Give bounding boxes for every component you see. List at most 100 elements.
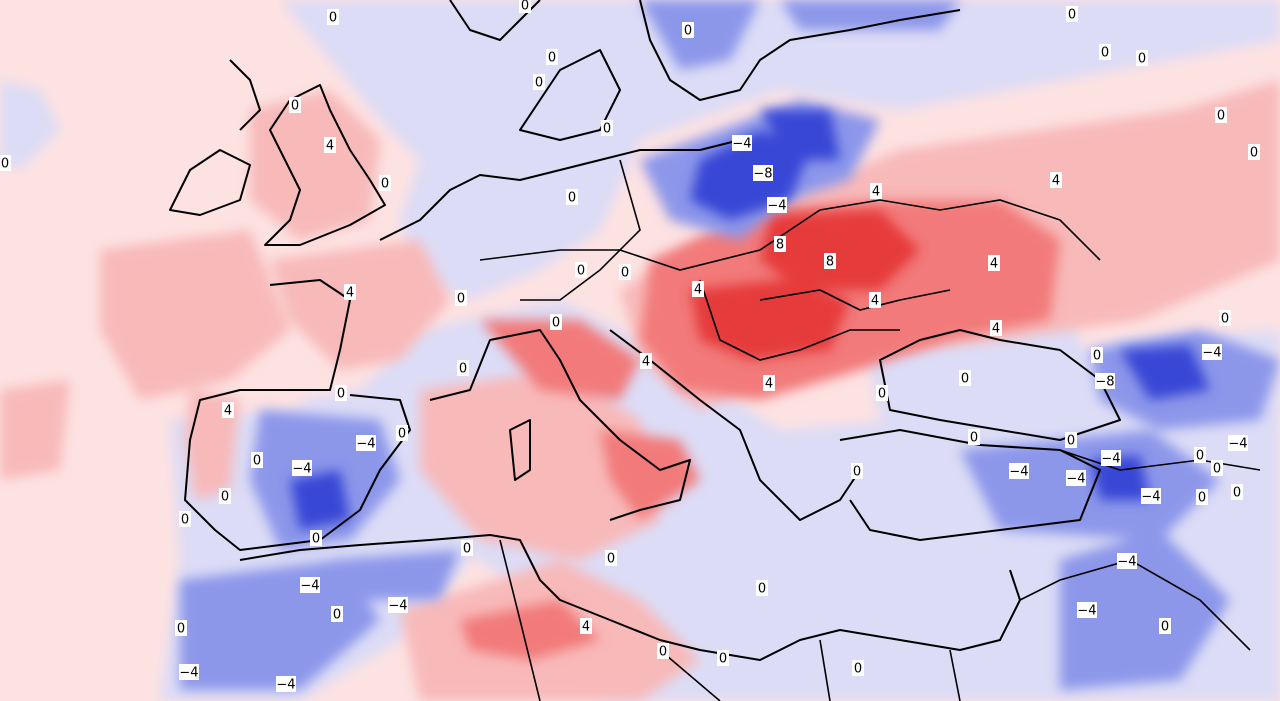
- label-text: 0: [521, 0, 529, 14]
- contour-label: 4: [580, 618, 592, 635]
- label-text: −4: [1228, 437, 1247, 452]
- label-box: [1196, 489, 1208, 505]
- label-box: [327, 9, 339, 25]
- label-text: 0: [970, 431, 978, 446]
- label-text: 0: [854, 662, 862, 677]
- label-box: [292, 460, 312, 476]
- label-text: 0: [548, 51, 556, 66]
- contour-label: 0: [289, 97, 301, 114]
- label-box: [869, 292, 881, 308]
- label-text: 0: [853, 465, 861, 480]
- contour-label: 0: [682, 22, 694, 39]
- label-box: [289, 97, 301, 113]
- label-text: 0: [552, 316, 560, 331]
- contour-label: −8: [1095, 373, 1115, 390]
- label-text: −4: [1066, 472, 1085, 487]
- contour-label: 0: [1215, 107, 1227, 124]
- label-box: [851, 463, 863, 479]
- label-box: [1211, 460, 1223, 476]
- label-box: [1231, 484, 1243, 500]
- label-box: [1066, 6, 1078, 22]
- contour-label: 0: [1066, 6, 1078, 23]
- label-box: [852, 660, 864, 676]
- label-box: [457, 360, 469, 376]
- label-text: 0: [312, 532, 320, 547]
- label-box: [379, 175, 391, 191]
- label-box: [1202, 344, 1222, 360]
- label-text: 0: [181, 513, 189, 528]
- contour-label: 0: [575, 262, 587, 279]
- borders: [479, 159, 1261, 701]
- label-text: 0: [381, 177, 389, 192]
- contour-label: 4: [869, 292, 881, 309]
- label-box: [344, 284, 356, 300]
- label-text: 0: [337, 387, 345, 402]
- contour-label: −4: [1077, 602, 1097, 619]
- label-text: 0: [398, 427, 406, 442]
- contour-label: 0: [1248, 144, 1260, 161]
- label-text: 0: [1093, 349, 1101, 364]
- contour-label: 0: [851, 463, 863, 480]
- label-box: [222, 402, 234, 418]
- contour-label: 0: [876, 385, 888, 402]
- contour-label: 0: [605, 550, 617, 567]
- label-box: [331, 606, 343, 622]
- label-box: [876, 385, 888, 401]
- contour-label: 0: [533, 74, 545, 91]
- label-text: 0: [329, 11, 337, 26]
- label-box: [1194, 447, 1206, 463]
- label-box: [1065, 432, 1077, 448]
- label-box: [335, 385, 347, 401]
- dark-red-regions: [690, 210, 920, 360]
- contour-label: 4: [990, 320, 1002, 337]
- contour-label: 0: [396, 425, 408, 442]
- contour-label: 0: [1091, 347, 1103, 364]
- label-text: 0: [1250, 146, 1258, 161]
- label-box: [657, 643, 669, 659]
- label-text: 0: [1138, 52, 1146, 67]
- label-text: −4: [1117, 555, 1136, 570]
- contour-label: 0: [1211, 460, 1223, 477]
- contour-label: 0: [968, 429, 980, 446]
- contour-label: 4: [640, 353, 652, 370]
- contour-label: 0: [1231, 484, 1243, 501]
- label-box: [1101, 450, 1121, 466]
- label-box: [175, 620, 187, 636]
- label-text: −4: [276, 678, 295, 693]
- label-box: [1099, 44, 1111, 60]
- contour-label: 0: [546, 49, 558, 66]
- label-box: [1219, 310, 1231, 326]
- label-box: [988, 255, 1000, 271]
- contour-label: 0: [1065, 432, 1077, 449]
- contour-label: −4: [276, 676, 296, 693]
- contour-label: 0: [461, 540, 473, 557]
- contour-label: 4: [692, 281, 704, 298]
- label-text: −4: [388, 599, 407, 614]
- label-box: [1077, 602, 1097, 618]
- label-text: 0: [1233, 486, 1241, 501]
- label-text: 0: [878, 387, 886, 402]
- label-text: 0: [607, 552, 615, 567]
- label-text: 4: [871, 294, 879, 309]
- label-box: [619, 264, 631, 280]
- contour-label: 0: [717, 650, 729, 667]
- label-text: 0: [1101, 46, 1109, 61]
- label-text: 4: [992, 322, 1000, 337]
- label-text: 4: [872, 185, 880, 200]
- label-text: −4: [1141, 490, 1160, 505]
- contour-label: 0: [455, 290, 467, 307]
- contour-label: −4: [1101, 450, 1121, 467]
- label-box: [575, 262, 587, 278]
- label-box: [1117, 553, 1137, 569]
- label-text: 0: [1, 157, 9, 172]
- contour-label: 4: [763, 375, 775, 392]
- contour-label: −4: [1009, 463, 1029, 480]
- contour-label: −4: [1202, 344, 1222, 361]
- contour-label: 0: [331, 606, 343, 623]
- contour-label: 4: [988, 255, 1000, 272]
- label-box: [455, 290, 467, 306]
- label-box: [959, 370, 971, 386]
- coastlines: [169, 0, 1121, 661]
